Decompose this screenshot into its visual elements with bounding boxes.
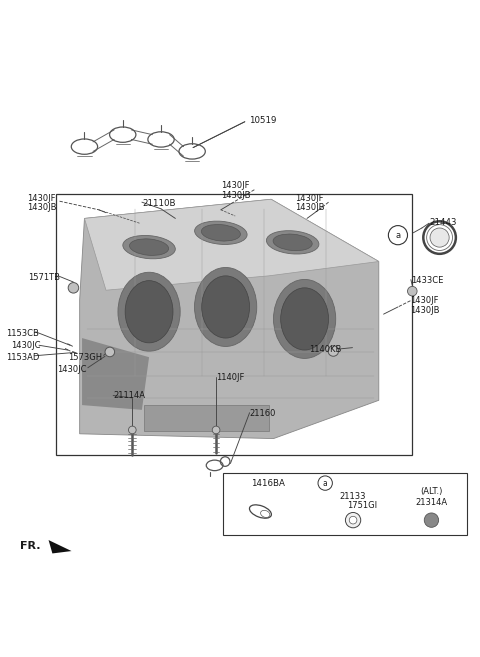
Circle shape (318, 476, 332, 490)
Ellipse shape (202, 276, 250, 338)
Text: 1430JC: 1430JC (11, 341, 41, 350)
Text: 1140JF: 1140JF (216, 373, 244, 382)
Bar (56, 194, 412, 455)
Text: 1573GH: 1573GH (68, 353, 102, 362)
Text: 21114A: 21114A (113, 391, 145, 400)
Text: FR.: FR. (20, 541, 40, 551)
Circle shape (68, 283, 79, 293)
Polygon shape (82, 338, 149, 410)
Text: 21110B: 21110B (142, 198, 175, 208)
Ellipse shape (201, 225, 240, 241)
Polygon shape (144, 405, 269, 432)
Ellipse shape (266, 231, 319, 254)
Text: a: a (396, 231, 400, 240)
Text: 21314A: 21314A (415, 499, 447, 507)
Circle shape (424, 513, 439, 528)
Ellipse shape (281, 288, 328, 350)
Circle shape (346, 512, 361, 528)
FancyArrowPatch shape (53, 543, 65, 549)
Text: 1430JF: 1430JF (27, 194, 56, 203)
Text: 21443: 21443 (429, 217, 456, 227)
Text: 1430JB: 1430JB (410, 306, 439, 315)
Text: 1430JC: 1430JC (57, 365, 87, 374)
Text: 1430JB: 1430JB (27, 204, 57, 212)
Text: 1140KB: 1140KB (310, 344, 342, 353)
Text: 1430JB: 1430JB (221, 191, 251, 200)
Circle shape (105, 347, 115, 357)
Text: 1751GI: 1751GI (348, 501, 377, 510)
Text: 21133: 21133 (340, 491, 366, 501)
Text: 1430JF: 1430JF (221, 181, 249, 191)
Text: 1433CE: 1433CE (411, 276, 443, 285)
Ellipse shape (194, 267, 257, 346)
Text: a: a (323, 478, 327, 487)
Ellipse shape (130, 239, 168, 256)
Circle shape (349, 516, 357, 524)
Polygon shape (80, 199, 379, 439)
Text: 21160: 21160 (250, 409, 276, 419)
Ellipse shape (194, 221, 247, 244)
Ellipse shape (118, 272, 180, 351)
Circle shape (212, 426, 220, 434)
Polygon shape (48, 540, 72, 553)
Ellipse shape (273, 234, 312, 250)
Ellipse shape (430, 228, 449, 247)
Text: 10519: 10519 (249, 116, 276, 125)
Ellipse shape (123, 235, 175, 259)
Text: 1430JB: 1430JB (295, 204, 324, 212)
Ellipse shape (125, 281, 173, 343)
Text: 1153AD: 1153AD (6, 353, 40, 362)
Text: 1430JF: 1430JF (410, 296, 438, 306)
Circle shape (129, 426, 136, 434)
Text: (ALT.): (ALT.) (420, 487, 443, 496)
Circle shape (408, 286, 417, 296)
Text: 1153CB: 1153CB (6, 329, 39, 338)
Bar (223, 473, 468, 535)
Text: 1571TB: 1571TB (28, 273, 60, 283)
Polygon shape (84, 199, 379, 290)
Ellipse shape (274, 279, 336, 359)
Text: 1416BA: 1416BA (251, 478, 285, 487)
Circle shape (388, 225, 408, 245)
Circle shape (328, 346, 338, 356)
Text: 1430JF: 1430JF (295, 194, 324, 203)
